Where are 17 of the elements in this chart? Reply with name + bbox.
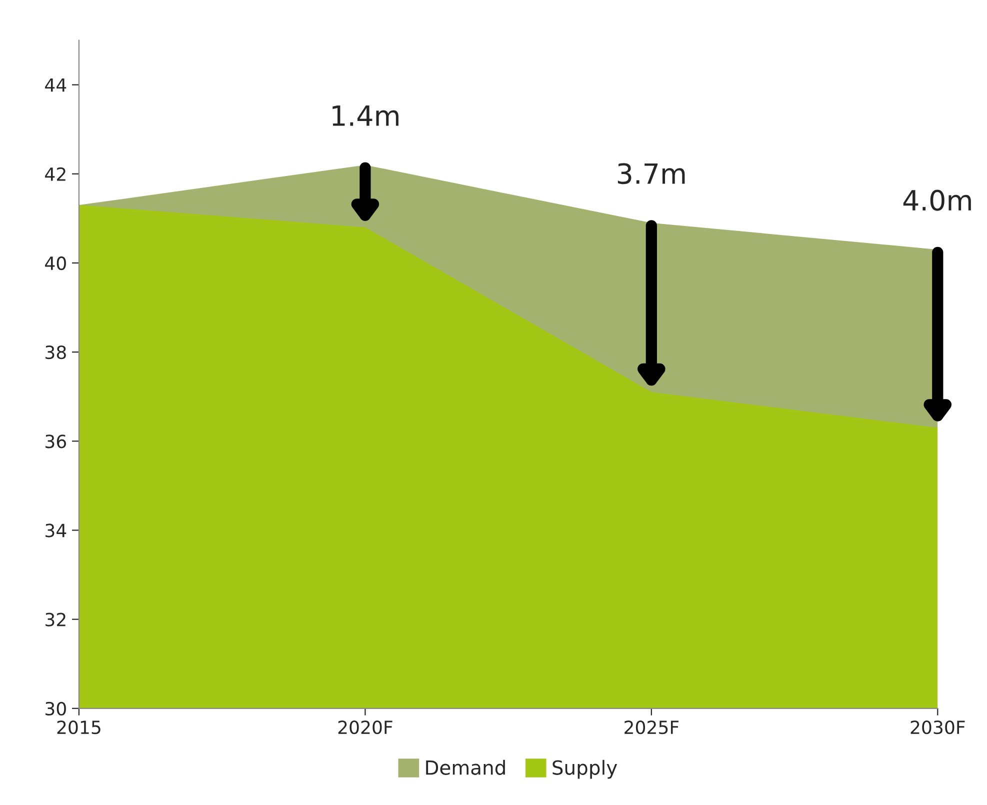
annotation: 1.4m [332,106,398,126]
x-tick-label: 2030F [910,720,965,734]
x-tick-label: 2020F [338,720,392,734]
legend-label: Demand [426,760,505,775]
y-tick-label: 44 [45,78,66,92]
y-tick-label: 40 [45,256,66,270]
annotation: 4.0m [903,190,971,211]
annotation: 3.7m [618,163,685,184]
y-tick-label: 36 [46,434,66,448]
x-tick-label: 2015 [57,720,100,734]
y-tick-label: 30 [46,702,66,716]
y-tick-label: 38 [46,346,66,360]
y-tick-label: 32 [46,612,66,626]
legend-label: Supply [552,760,618,779]
y-tick-label: 34 [46,524,66,538]
y-tick-label: 42 [45,167,66,181]
x-tick-label: 2025F [624,720,679,734]
